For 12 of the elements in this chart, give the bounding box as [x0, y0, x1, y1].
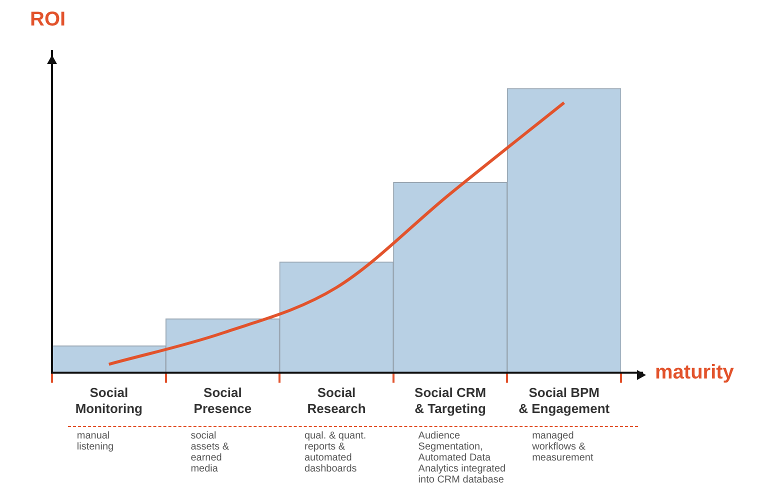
x-tick-label: Social CRM & Targeting: [414, 385, 486, 416]
x-tick-label: Social Research: [307, 385, 366, 416]
y-axis-title: ROI: [30, 8, 66, 31]
text: qual. & quant. reports & automated dashboards: [304, 430, 366, 475]
text: Audience Segmentation, Automated Data Analytics integrated into CRM database: [418, 430, 506, 486]
x-axis-title: maturity: [655, 361, 735, 384]
text: manual listening: [76, 430, 114, 453]
x-tick-label: Social Presence: [194, 385, 252, 416]
text: managed workflows & measurement: [531, 430, 594, 464]
text: social assets & earned media: [190, 430, 230, 475]
x-tick-label: Social Monitoring: [75, 385, 143, 416]
x-tick-label: Social BPM & Engagement: [518, 385, 610, 416]
